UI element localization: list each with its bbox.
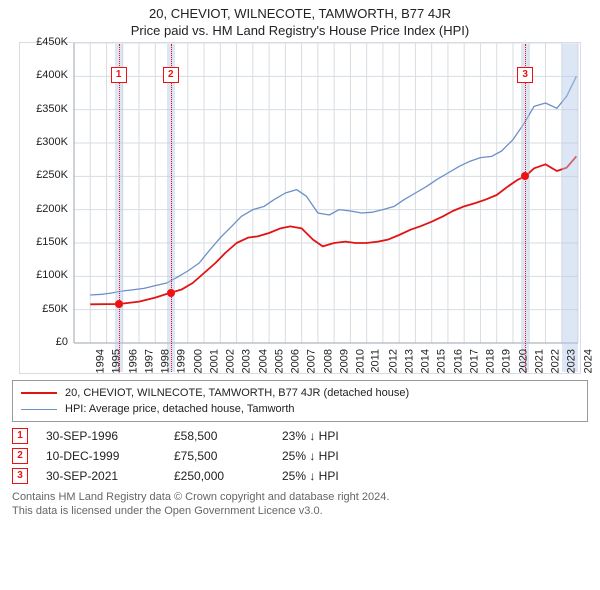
chart-subtitle: Price paid vs. HM Land Registry's House …: [0, 23, 600, 38]
transaction-price: £75,500: [174, 446, 264, 466]
x-axis-label: 1997: [143, 349, 155, 373]
x-axis-label: 2001: [208, 349, 220, 373]
transaction-date: 10-DEC-1999: [46, 446, 156, 466]
x-axis-label: 2002: [225, 349, 237, 373]
x-axis-label: 2024: [582, 349, 594, 373]
transaction-marker-badge: 2: [163, 67, 179, 83]
x-axis-label: 1999: [176, 349, 188, 373]
legend-swatch: [21, 409, 57, 410]
transaction-index: 2: [12, 448, 28, 464]
transaction-marker-dot: [167, 289, 175, 297]
transaction-index: 3: [12, 468, 28, 484]
transaction-marker-badge: 1: [111, 67, 127, 83]
attribution: Contains HM Land Registry data © Crown c…: [12, 490, 588, 518]
x-axis-label: 2017: [468, 349, 480, 373]
x-axis-label: 1995: [111, 349, 123, 373]
transaction-delta: 25% ↓ HPI: [282, 466, 339, 486]
legend-item: 20, CHEVIOT, WILNECOTE, TAMWORTH, B77 4J…: [21, 385, 579, 401]
footer-line: Contains HM Land Registry data © Crown c…: [12, 490, 588, 504]
legend-label: HPI: Average price, detached house, Tamw…: [65, 401, 295, 417]
x-axis-label: 2006: [290, 349, 302, 373]
x-axis-label: 2009: [338, 349, 350, 373]
x-axis-label: 1994: [94, 349, 106, 373]
y-axis-label: £250K: [36, 169, 68, 181]
transaction-index: 1: [12, 428, 28, 444]
x-axis-label: 1996: [127, 349, 139, 373]
x-axis-label: 2019: [501, 349, 513, 373]
y-axis-label: £50K: [42, 303, 68, 315]
x-axis-label: 2014: [420, 349, 432, 373]
x-axis-label: 2015: [436, 349, 448, 373]
x-axis-label: 1998: [160, 349, 172, 373]
transaction-marker-dot: [115, 300, 123, 308]
x-axis-label: 2018: [485, 349, 497, 373]
x-axis-label: 2021: [533, 349, 545, 373]
y-axis-label: £150K: [36, 236, 68, 248]
chart-area: £0 £50K £100K £150K £200K £250K £300K £350K £400…: [19, 42, 581, 374]
transaction-row: 3 30-SEP-2021 £250,000 25% ↓ HPI: [12, 466, 588, 486]
transaction-price: £58,500: [174, 426, 264, 446]
x-axis-label: 2010: [355, 349, 367, 373]
y-axis-label: £100K: [36, 269, 68, 281]
transaction-date: 30-SEP-1996: [46, 426, 156, 446]
transaction-price: £250,000: [174, 466, 264, 486]
transaction-marker-badge: 3: [517, 67, 533, 83]
transaction-row: 1 30-SEP-1996 £58,500 23% ↓ HPI: [12, 426, 588, 446]
legend-item: HPI: Average price, detached house, Tamw…: [21, 401, 579, 417]
y-axis-label: £200K: [36, 203, 68, 215]
y-axis-label: £350K: [36, 103, 68, 115]
x-axis-label: 2011: [370, 349, 382, 373]
series-hpi: [90, 76, 576, 295]
x-axis-label: 2022: [550, 349, 562, 373]
transaction-delta: 23% ↓ HPI: [282, 426, 339, 446]
chart-title: 20, CHEVIOT, WILNECOTE, TAMWORTH, B77 4J…: [0, 6, 600, 21]
x-axis-label: 2005: [273, 349, 285, 373]
x-axis-label: 2007: [306, 349, 318, 373]
x-axis-label: 2008: [322, 349, 334, 373]
transaction-date: 30-SEP-2021: [46, 466, 156, 486]
x-axis-label: 2003: [241, 349, 253, 373]
x-axis-label: 2000: [192, 349, 204, 373]
transaction-marker-dot: [521, 172, 529, 180]
legend-label: 20, CHEVIOT, WILNECOTE, TAMWORTH, B77 4J…: [65, 385, 409, 401]
x-axis-label: 2013: [403, 349, 415, 373]
x-axis-label: 2012: [387, 349, 399, 373]
x-axis-label: 2020: [517, 349, 529, 373]
y-axis-label: £0: [56, 336, 68, 348]
legend: 20, CHEVIOT, WILNECOTE, TAMWORTH, B77 4J…: [12, 380, 588, 422]
y-axis-label: £300K: [36, 136, 68, 148]
x-axis-label: 2004: [257, 349, 269, 373]
transaction-table: 1 30-SEP-1996 £58,500 23% ↓ HPI 2 10-DEC-1999…: [12, 426, 588, 486]
x-axis-label: 2016: [452, 349, 464, 373]
transaction-delta: 25% ↓ HPI: [282, 446, 339, 466]
y-axis-label: £400K: [36, 69, 68, 81]
transaction-row: 2 10-DEC-1999 £75,500 25% ↓ HPI: [12, 446, 588, 466]
legend-swatch: [21, 392, 57, 394]
y-axis-label: £450K: [36, 36, 68, 48]
x-axis-label: 2023: [566, 349, 578, 373]
series-price_paid: [90, 156, 576, 304]
footer-line: This data is licensed under the Open Gov…: [12, 504, 588, 518]
